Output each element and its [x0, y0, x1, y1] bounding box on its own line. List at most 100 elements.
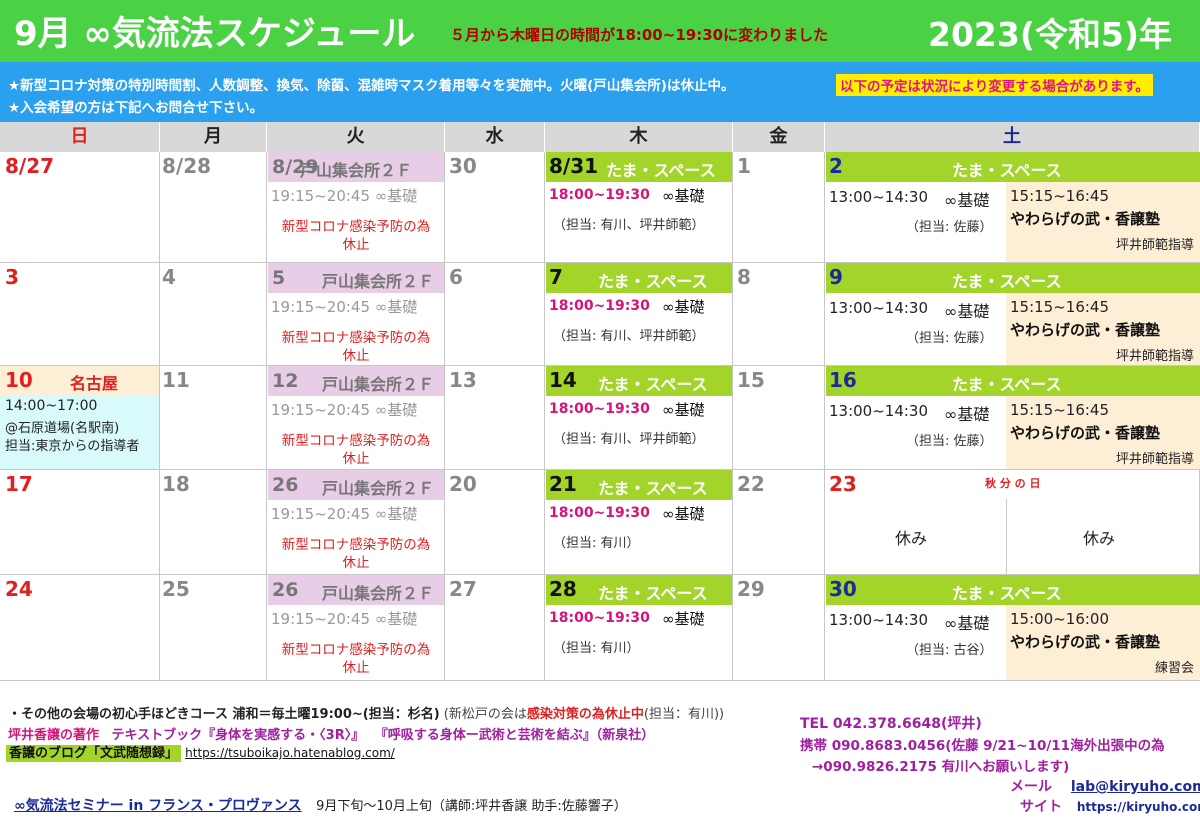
schedule-change-notice: ５月から木曜日の時間が18:00~19:30に変わりました [450, 26, 829, 44]
blog-link[interactable]: https://tsuboikajo.hatenablog.com/ [185, 746, 395, 760]
date-sat: 30 [829, 577, 857, 601]
footer-site: サイト https://kiryuho.com [1020, 796, 1200, 816]
thursday-time: 18:00~19:30 [549, 298, 650, 314]
thursday-kiso: ∞基礎 [662, 401, 705, 419]
tuesday-header-bg [268, 152, 444, 182]
thursday-kiso: ∞基礎 [662, 505, 705, 523]
tuesday-header-bg [268, 575, 444, 605]
tuesday-header-bg [268, 263, 444, 293]
thursday-venue: たま・スペース [606, 161, 716, 180]
saturday-time: 13:00~14:30 [829, 188, 929, 206]
date-tue: 12 [272, 370, 299, 392]
year-label: 2023(令和5)年 [928, 15, 1172, 54]
date-fri: 1 [737, 154, 751, 178]
site-link[interactable]: https://kiryuho.com [1076, 800, 1200, 814]
toyama-venue: 戸山集会所２Ｆ [300, 161, 413, 180]
day-cell-fri [733, 470, 825, 575]
day-cell-mon [160, 575, 267, 681]
nagoya-place: @石原道場(名駅南) [5, 421, 120, 436]
day-cell-fri [733, 575, 825, 681]
day-cell-mon [160, 470, 267, 575]
date-thu: 28 [549, 577, 577, 601]
suspended-note-1: 新型コロナ感染予防の為 [281, 330, 431, 346]
mail-link[interactable]: lab@kiryuho.com [1070, 779, 1200, 795]
yawara-note: 坪井師範指導 [1115, 238, 1194, 253]
footer-mobile: 携帯 090.8683.0456(佐藤 9/21~10/11海外出張中の為 [800, 738, 1165, 754]
thursday-time: 18:00~19:30 [549, 187, 650, 203]
saturday-venue: たま・スペース [952, 584, 1062, 603]
nagoya-time: 14:00~17:00 [5, 398, 98, 414]
footer-blog: 香譲のブログ「文武随想録」 https://tsuboikajo.hatenab… [6, 742, 395, 762]
date-sun: 17 [5, 472, 33, 496]
yawara-bg [1006, 182, 1200, 262]
day-cell-thu [545, 152, 733, 263]
thursday-kiso: ∞基礎 [662, 187, 705, 205]
day-header-fri: 金 [733, 122, 825, 152]
yawara-name: やわらげの武・香譲塾 [1010, 321, 1161, 339]
tuesday-time: 19:15~20:45 ∞基礎 [271, 505, 418, 523]
date-thu: 8/31 [549, 154, 599, 178]
thursday-header-bg [546, 575, 732, 605]
toyama-venue: 戸山集会所２Ｆ [322, 479, 435, 498]
day-cell-wed [445, 263, 545, 366]
yawara-bg [1006, 293, 1200, 365]
day-cell-tue [267, 366, 445, 470]
day-cell-wed [445, 575, 545, 681]
day-cell-thu [545, 366, 733, 470]
suspended-note-2: 休止 [342, 237, 370, 253]
date-sun: 10 [5, 368, 33, 392]
thursday-venue: たま・スペース [598, 479, 708, 498]
thursday-time: 18:00~19:30 [549, 610, 650, 626]
suspended-note-1: 新型コロナ感染予防の為 [281, 433, 431, 449]
saturday-kiso: ∞基礎 [944, 302, 990, 321]
date-sat: 2 [829, 154, 843, 178]
day-cell-sun [0, 152, 160, 263]
rest-label-left: 休み [895, 529, 928, 548]
day-cell-wed [445, 470, 545, 575]
day-header-mon: 月 [160, 122, 267, 152]
day-cell-mon [160, 263, 267, 366]
day-cell-fri [733, 263, 825, 366]
thursday-header-bg [546, 366, 732, 396]
date-sun: 3 [5, 265, 19, 289]
thursday-charge: （担当: 有川、坪井師範） [553, 218, 705, 233]
day-cell-sun [0, 575, 160, 681]
nagoya-body-bg [0, 395, 159, 469]
yawara-name: やわらげの武・香譲塾 [1010, 424, 1161, 442]
footer-mobile-forward: →090.9826.2175 有川へお願いします) [812, 759, 1070, 775]
date-mon: 4 [162, 265, 176, 289]
suspended-note-2: 休止 [342, 451, 370, 467]
footer-tel: TEL 042.378.6648(坪井) [800, 716, 982, 732]
tuesday-time: 19:15~20:45 ∞基礎 [271, 610, 418, 628]
day-cell-tue [267, 152, 445, 263]
saturday-kiso: ∞基礎 [944, 191, 990, 210]
day-cell-thu [545, 263, 733, 366]
holiday-label: 秋 分 の 日 [985, 477, 1041, 490]
yawara-note: 坪井師範指導 [1115, 349, 1194, 364]
date-mon: 8/28 [162, 154, 212, 178]
suspended-note-1: 新型コロナ感染予防の為 [281, 537, 431, 553]
date-tue: 5 [272, 267, 286, 289]
day-cell-wed [445, 366, 545, 470]
yawara-note: 坪井師範指導 [1115, 452, 1194, 467]
tuesday-header-bg [268, 470, 444, 500]
date-tue: 26 [272, 474, 299, 496]
suspended-note-2: 休止 [342, 555, 370, 571]
day-cell-mon [160, 152, 267, 263]
date-sat: 9 [829, 265, 843, 289]
thursday-venue: たま・スペース [598, 272, 708, 291]
saturday-venue: たま・スペース [952, 272, 1062, 291]
saturday-header-bg [826, 366, 1200, 396]
seminar-link[interactable]: ∞気流法セミナー in フランス・プロヴァンス [14, 798, 302, 814]
date-wed: 6 [449, 265, 463, 289]
saturday-time: 13:00~14:30 [829, 611, 929, 629]
yawara-time: 15:15~16:45 [1010, 401, 1110, 419]
day-cell-tue [267, 263, 445, 366]
saturday-header-bg [826, 575, 1200, 605]
date-wed: 27 [449, 577, 477, 601]
date-tue: 8/29 [272, 156, 319, 178]
nagoya-header-bg [0, 366, 159, 395]
saturday-kiso: ∞基礎 [944, 405, 990, 424]
saturday-venue: たま・スペース [952, 161, 1062, 180]
day-cell-sun [0, 263, 160, 366]
